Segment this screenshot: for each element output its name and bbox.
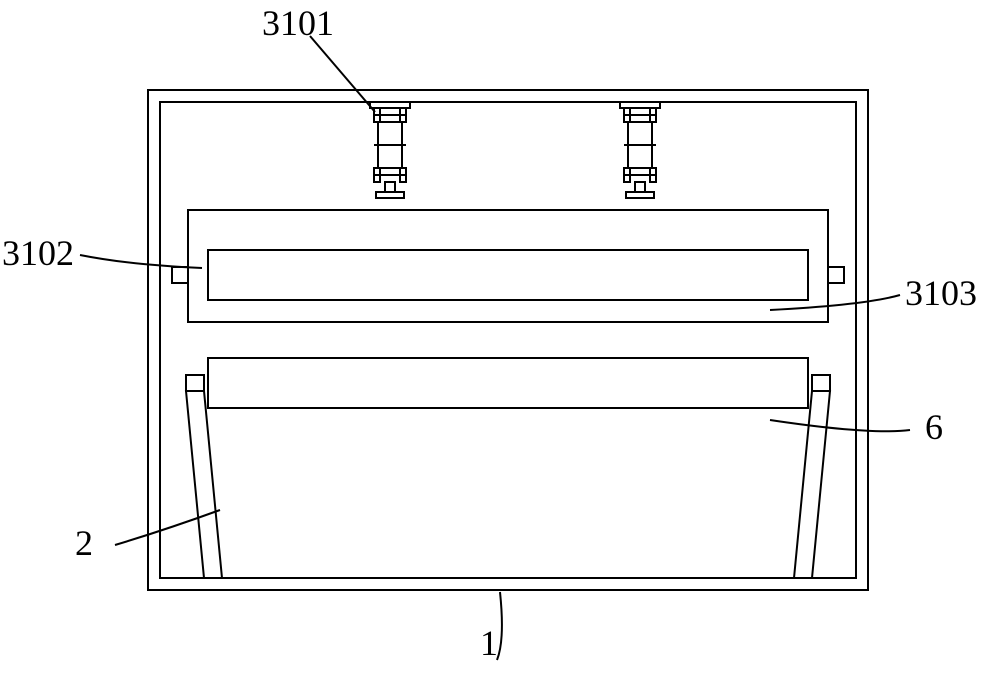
leader-line-2 — [115, 510, 220, 545]
inner-frame — [160, 102, 856, 578]
label-3102: 3102 — [2, 232, 74, 274]
lower-post-left — [186, 391, 222, 578]
cylinder — [620, 102, 660, 198]
diagram-svg — [0, 0, 1000, 678]
diagram-canvas: 3101 3102 3103 6 2 1 — [0, 0, 1000, 678]
lower-post-right — [794, 391, 830, 578]
lower-roller-pin-left — [186, 375, 204, 391]
upper-carrier-frame — [188, 210, 828, 322]
leader-line-6 — [770, 420, 910, 431]
leader-line-3103 — [770, 295, 900, 310]
upper-roller-pin-left — [172, 267, 188, 283]
cylinder — [370, 102, 410, 198]
lower-roller-body — [208, 358, 808, 408]
label-3101: 3101 — [262, 2, 334, 44]
upper-roller-pin-right — [828, 267, 844, 283]
lower-roller-pin-right — [812, 375, 830, 391]
label-2: 2 — [75, 522, 93, 564]
outer-frame — [148, 90, 868, 590]
label-6: 6 — [925, 406, 943, 448]
label-3103: 3103 — [905, 272, 977, 314]
upper-roller-body — [208, 250, 808, 300]
leader-line-3101 — [310, 36, 375, 112]
label-1: 1 — [480, 622, 498, 664]
